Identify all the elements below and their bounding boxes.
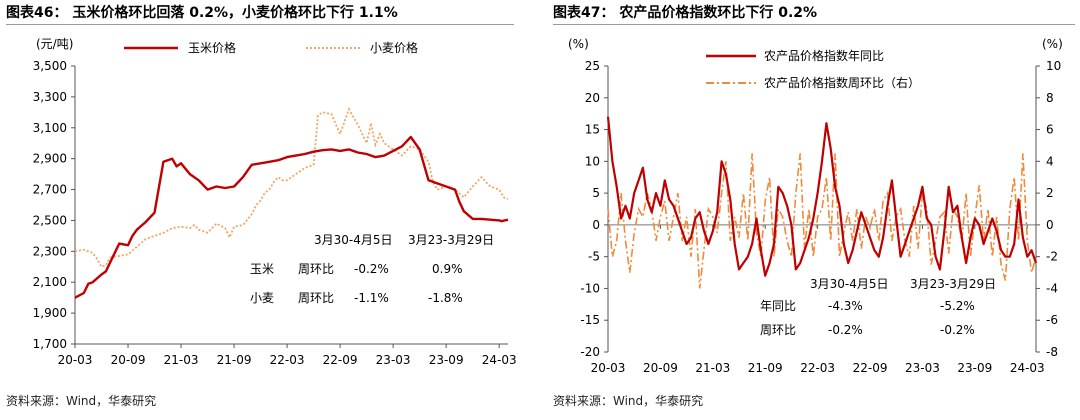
- left-table-header-2: 3月23-3月29日: [408, 233, 494, 247]
- right-x-tick-label: 23-09: [957, 361, 992, 375]
- left-y-tick-label: 2,100: [33, 275, 67, 289]
- left-chart: (元/吨) 1,700 1,900 2,100 2,300 2,500 2,700 2,90…: [33, 37, 517, 367]
- left-x-tick-label: 21-03: [164, 353, 199, 367]
- left-y-tick-label: 1,700: [33, 337, 67, 351]
- left-table-row-metric-corn: 周环比: [298, 262, 334, 276]
- right-x-tick-label: 24-03: [1010, 361, 1045, 375]
- left-y-tick-label: 2,300: [33, 244, 67, 258]
- left-chart-title: 图表46： 玉米价格环比回落 0.2%，小麦价格环比下行 1.1%: [6, 5, 398, 21]
- left-x-tick-label: 20-09: [111, 353, 146, 367]
- right-right-tick-label: 4: [1046, 154, 1054, 168]
- right-x-axis: 20-03 20-09 21-03 21-09 22-03 22-09 23-03 23-09…: [591, 224, 1045, 375]
- right-left-tick-label: -10: [580, 281, 600, 295]
- left-x-tick-label: 21-09: [217, 353, 252, 367]
- left-y-axis: 1,700 1,900 2,100 2,300 2,500 2,700 2,900 3,100…: [33, 59, 76, 351]
- legend-label-wow: 农产品价格指数周环比（右）: [764, 75, 920, 90]
- left-x-tick-label: 23-03: [376, 353, 411, 367]
- right-title-rule: [553, 24, 1075, 25]
- left-table-value: -0.2%: [354, 262, 389, 276]
- left-series: [74, 107, 509, 299]
- left-table-row-label-wheat: 小麦: [250, 291, 274, 305]
- left-table-row-metric-wheat: 周环比: [298, 291, 334, 305]
- right-left-tick-label: 20: [585, 91, 600, 105]
- right-right-tick-label: 10: [1046, 59, 1061, 73]
- right-table-value: -0.2%: [940, 323, 975, 337]
- right-source: 资料来源：Wind，华泰研究: [553, 394, 704, 408]
- right-right-tick-label: 8: [1046, 91, 1054, 105]
- right-table-value: -0.2%: [828, 323, 863, 337]
- series-line-corn: [74, 135, 509, 299]
- right-left-tick-label: 15: [585, 123, 600, 137]
- right-series: [606, 116, 1038, 289]
- right-right-tick-label: 0: [1046, 218, 1054, 232]
- left-y-tick-label: 1,900: [33, 306, 67, 320]
- legend-label-wheat: 小麦价格: [370, 40, 418, 55]
- right-x-tick-label: 22-09: [853, 361, 888, 375]
- right-left-tick-label: 25: [585, 59, 600, 73]
- series-line-wow: [607, 153, 1037, 289]
- left-y-tick-label: 2,900: [33, 152, 67, 166]
- left-y-tick-label: 3,300: [33, 90, 67, 104]
- left-table-header-1: 3月30-4月5日: [314, 233, 393, 247]
- left-table-value: -1.1%: [354, 291, 389, 305]
- right-table-row-label-yoy: 年同比: [760, 299, 796, 313]
- right-table-value: -5.2%: [940, 299, 975, 313]
- series-line-wheat: [74, 107, 509, 268]
- left-source: 资料来源：Wind，华泰研究: [6, 394, 157, 408]
- left-table-value: -1.8%: [428, 291, 463, 305]
- right-left-tick-label: -15: [580, 313, 600, 327]
- right-y-axis-left: -20 -15 -10 -5 0 5 10 15 20 25: [580, 59, 609, 359]
- right-right-tick-label: -2: [1046, 250, 1058, 264]
- right-right-tick-label: 2: [1046, 186, 1054, 200]
- right-right-tick-label: -6: [1046, 313, 1058, 327]
- left-y-tick-label: 2,700: [33, 183, 67, 197]
- left-y-tick-label: 3,500: [33, 59, 67, 73]
- left-title-rule: [6, 24, 514, 25]
- right-table-header-2: 3月23-3月29日: [910, 277, 996, 291]
- left-x-axis: 20-03 20-09 21-03 21-09 22-03 22-09 23-03 23-09…: [58, 343, 517, 367]
- legend-label-corn: 玉米价格: [188, 40, 236, 55]
- right-left-unit: (%): [568, 37, 589, 51]
- right-x-tick-label: 20-03: [591, 361, 626, 375]
- right-right-tick-label: -8: [1046, 345, 1058, 359]
- right-table-header-1: 3月30-4月5日: [810, 277, 889, 291]
- right-right-tick-label: -4: [1046, 281, 1058, 295]
- right-chart-title: 图表47： 农产品价格指数环比下行 0.2%: [553, 5, 818, 21]
- left-unit-label: (元/吨): [36, 37, 73, 51]
- right-x-tick-label: 21-09: [748, 361, 783, 375]
- left-x-tick-label: 22-09: [323, 353, 358, 367]
- left-x-tick-label: 23-09: [429, 353, 464, 367]
- right-right-tick-label: 6: [1046, 123, 1054, 137]
- right-x-tick-label: 22-03: [800, 361, 835, 375]
- right-left-tick-label: 10: [585, 154, 600, 168]
- right-right-unit: (%): [1042, 37, 1063, 51]
- right-x-tick-label: 23-03: [905, 361, 940, 375]
- left-x-tick-label: 24-03: [482, 353, 517, 367]
- right-left-tick-label: 0: [592, 218, 600, 232]
- series-line-yoy: [606, 116, 1038, 277]
- right-x-tick-label: 21-03: [695, 361, 730, 375]
- right-left-tick-label: -20: [580, 345, 600, 359]
- right-table-row-label-wow: 周环比: [760, 323, 796, 337]
- legend-label-yoy: 农产品价格指数年同比: [764, 48, 884, 63]
- right-x-tick-label: 20-09: [643, 361, 678, 375]
- left-table-value: 0.9%: [432, 262, 463, 276]
- left-x-tick-label: 22-03: [270, 353, 305, 367]
- right-y-axis-right: -8 -6 -4 -2 0 2 4 6 8 10: [1035, 59, 1061, 359]
- left-y-tick-label: 2,500: [33, 213, 67, 227]
- left-x-tick-label: 20-03: [58, 353, 93, 367]
- right-left-tick-label: -5: [588, 250, 600, 264]
- left-y-tick-label: 3,100: [33, 121, 67, 135]
- left-table-row-label-corn: 玉米: [250, 262, 274, 276]
- right-table-value: -4.3%: [828, 299, 863, 313]
- right-left-tick-label: 5: [592, 186, 600, 200]
